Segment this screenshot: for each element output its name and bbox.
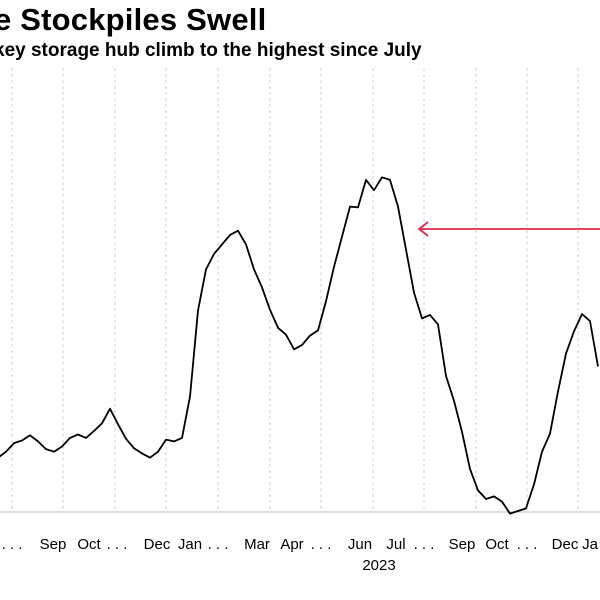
x-tick-label: . . . [107, 536, 128, 553]
x-axis: . . . Sep Oct . . . Dec Jan . . . Mar Apr . . . Ju… [2, 536, 599, 574]
gridlines [0, 68, 600, 513]
x-tick-label: Dec [552, 536, 579, 553]
x-year-label: 2023 [362, 557, 395, 574]
x-tick-label: . . . [414, 536, 435, 553]
x-tick-label: Sep [40, 536, 67, 553]
chart-subtitle: key storage hub climb to the highest sin… [0, 40, 422, 61]
x-tick-label: Dec [144, 536, 171, 553]
arrow-head [417, 221, 429, 237]
x-tick-label: . . . [2, 536, 23, 553]
x-tick-label: . . . [311, 536, 332, 553]
x-tick-label: . . . [517, 536, 538, 553]
x-tick-label: Jan [178, 536, 202, 553]
reference-arrow [417, 221, 600, 237]
x-tick-label: Oct [77, 536, 101, 553]
x-tick-label: Apr [280, 536, 303, 553]
x-tick-label: . . . [208, 536, 229, 553]
x-tick-label: Sep [449, 536, 476, 553]
x-tick-label: Oct [485, 536, 509, 553]
x-tick-label: Jun [348, 536, 372, 553]
x-tick-label: Jul [386, 536, 405, 553]
x-tick-label: Ja [582, 536, 599, 553]
chart-title: e Stockpiles Swell [0, 2, 267, 37]
x-tick-label: Mar [244, 536, 270, 553]
series-line [0, 176, 599, 515]
